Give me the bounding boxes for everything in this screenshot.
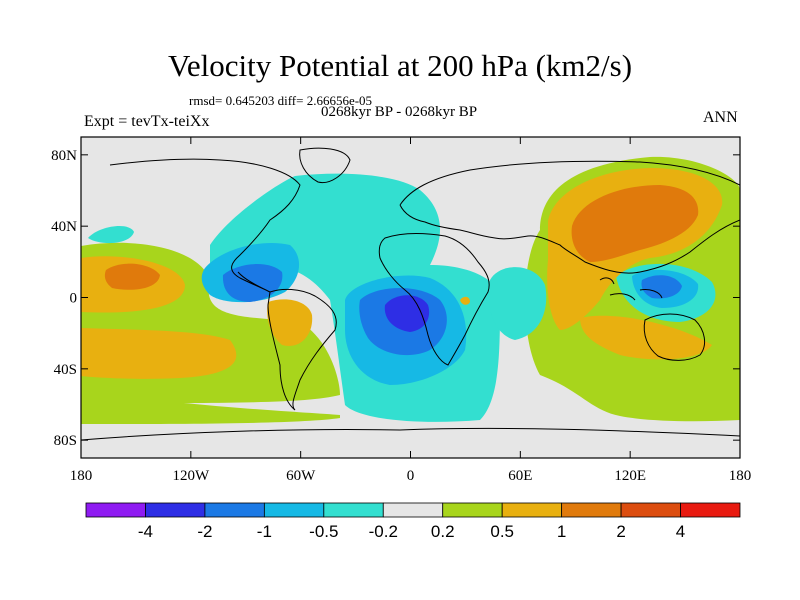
rmsd-diff-stats: rmsd= 0.645203 diff= 2.66656e-05 bbox=[189, 93, 373, 108]
plot-title: Velocity Potential at 200 hPa (km2/s) bbox=[167, 48, 633, 83]
colorbar-swatch bbox=[561, 502, 622, 518]
band-1-central-pacific bbox=[104, 263, 160, 290]
colorbar-label: 2 bbox=[616, 522, 625, 541]
lon-tick-label: 180 bbox=[729, 468, 752, 484]
coastline-africa bbox=[378, 233, 490, 366]
lat-tick-label: 40S bbox=[54, 362, 77, 378]
lon-tick-label: 0 bbox=[407, 468, 415, 484]
coastline-north-america bbox=[109, 158, 301, 293]
negative-region-indian-ocean bbox=[488, 267, 547, 340]
coastline-eurasia bbox=[399, 160, 740, 274]
band-m1-west-pacific bbox=[641, 275, 682, 299]
lat-tick-label: 0 bbox=[70, 291, 78, 307]
colorbar-label: 0.2 bbox=[431, 522, 455, 541]
colorbar-label: -2 bbox=[197, 522, 212, 541]
colorbar: -4 -2 -1 -0.5 -0.2 0.2 0.5 1 2 4 bbox=[85, 502, 741, 541]
colorbar-swatch bbox=[382, 502, 444, 518]
period-label: 0268kyr BP - 0268kyr BP bbox=[321, 104, 478, 120]
lon-tick-label: 120E bbox=[614, 468, 646, 484]
lon-tick-label: 60E bbox=[508, 468, 532, 484]
experiment-label: Expt = tevTx-teiXx bbox=[84, 113, 210, 130]
lon-tick-label: 60W bbox=[286, 468, 316, 484]
band-m2-atlantic-center bbox=[384, 295, 430, 332]
lon-tick-label: 120W bbox=[172, 468, 210, 484]
colorbar-label: -0.2 bbox=[369, 522, 398, 541]
positive-region-southern-ocean bbox=[81, 390, 340, 424]
map-axes: 80N 40N 0 40S 80S 180 120W 60W 0 60E 120E 180 bbox=[51, 137, 751, 484]
coastline-antarctica bbox=[81, 427, 740, 441]
colorbar-label: 4 bbox=[676, 522, 685, 541]
colorbar-swatch bbox=[85, 502, 146, 518]
band-1-east-asia bbox=[571, 185, 699, 262]
season-label: ANN bbox=[703, 109, 738, 126]
colorbar-swatch bbox=[263, 502, 325, 518]
colorbar-label: 1 bbox=[557, 522, 566, 541]
lat-tick-label: 80N bbox=[51, 148, 77, 164]
colorbar-label: 0.5 bbox=[490, 522, 514, 541]
band-05-east-africa-small bbox=[460, 296, 470, 305]
lon-tick-label: 180 bbox=[70, 468, 93, 484]
band-05-south-pacific bbox=[81, 328, 237, 379]
colorbar-swatch bbox=[501, 502, 563, 518]
map-plot-area bbox=[81, 137, 740, 458]
colorbar-swatch bbox=[323, 502, 384, 518]
coastline-australia bbox=[643, 313, 706, 361]
coastlines bbox=[81, 147, 740, 441]
contour-fills bbox=[81, 156, 740, 424]
band-05-peru-coast bbox=[267, 299, 313, 346]
colorbar-swatch bbox=[620, 502, 681, 518]
colorbar-swatch bbox=[145, 502, 206, 518]
lat-tick-label: 40N bbox=[51, 219, 77, 235]
lat-tick-label: 80S bbox=[54, 433, 77, 449]
negative-region-nw-pacific bbox=[88, 226, 134, 244]
coastline-indonesia bbox=[599, 277, 663, 301]
coastline-greenland bbox=[299, 147, 351, 184]
colorbar-label: -0.5 bbox=[309, 522, 338, 541]
colorbar-swatch bbox=[680, 502, 741, 518]
colorbar-swatch bbox=[442, 502, 503, 518]
colorbar-swatch bbox=[204, 502, 265, 518]
colorbar-label: -1 bbox=[257, 522, 272, 541]
coastline-south-america bbox=[267, 288, 337, 411]
colorbar-label: -4 bbox=[138, 522, 153, 541]
